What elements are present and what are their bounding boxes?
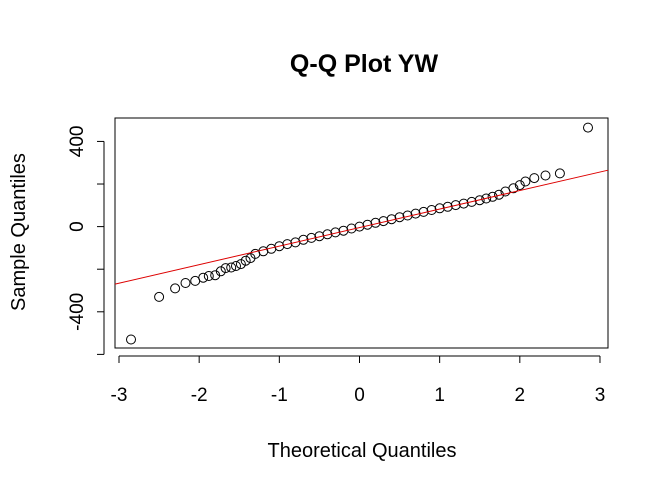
plot-frame bbox=[114, 117, 609, 349]
data-point bbox=[487, 191, 498, 202]
y-axis-label: Sample Quantiles bbox=[8, 153, 30, 311]
data-point bbox=[450, 200, 461, 211]
data-point bbox=[466, 196, 477, 207]
data-point bbox=[231, 261, 241, 271]
y-tick-label: 0 bbox=[67, 221, 88, 232]
data-point bbox=[540, 170, 551, 181]
data-point bbox=[198, 272, 209, 283]
reference-line bbox=[114, 169, 609, 285]
x-axis: -3 -2 -1 0 1 2 3 bbox=[111, 355, 606, 406]
x-tick-label: -3 bbox=[111, 385, 128, 406]
x-tick-label: 2 bbox=[515, 385, 526, 406]
x-tick-label: 1 bbox=[434, 385, 445, 406]
data-point bbox=[554, 168, 565, 179]
data-point bbox=[481, 193, 492, 204]
data-point bbox=[203, 271, 214, 281]
data-point bbox=[529, 173, 540, 184]
data-point bbox=[240, 255, 251, 266]
data-point bbox=[442, 201, 453, 212]
data-point bbox=[474, 195, 485, 206]
chart-title: Q-Q Plot YW bbox=[290, 50, 439, 78]
x-tick-label: -2 bbox=[191, 385, 208, 406]
data-point bbox=[170, 283, 181, 294]
data-point bbox=[220, 263, 231, 274]
data-point bbox=[458, 198, 469, 209]
x-tick-label: 3 bbox=[595, 385, 606, 406]
data-point bbox=[508, 183, 519, 194]
data-point bbox=[514, 180, 525, 191]
y-tick-label: 400 bbox=[67, 126, 88, 158]
data-point bbox=[126, 334, 136, 345]
x-tick-label: -1 bbox=[271, 385, 288, 406]
data-point bbox=[282, 239, 293, 250]
data-point bbox=[154, 291, 165, 302]
x-axis-label: Theoretical Quantiles bbox=[268, 440, 457, 462]
data-point bbox=[583, 122, 593, 133]
data-point bbox=[520, 176, 531, 187]
x-tick-label: 0 bbox=[354, 385, 365, 406]
y-tick-label: -400 bbox=[67, 293, 88, 331]
data-point bbox=[210, 270, 221, 281]
data-point bbox=[274, 241, 285, 252]
data-point bbox=[226, 262, 237, 273]
y-axis: -400 0 400 bbox=[67, 126, 105, 355]
plot-marks bbox=[114, 122, 609, 345]
data-point bbox=[180, 278, 191, 288]
